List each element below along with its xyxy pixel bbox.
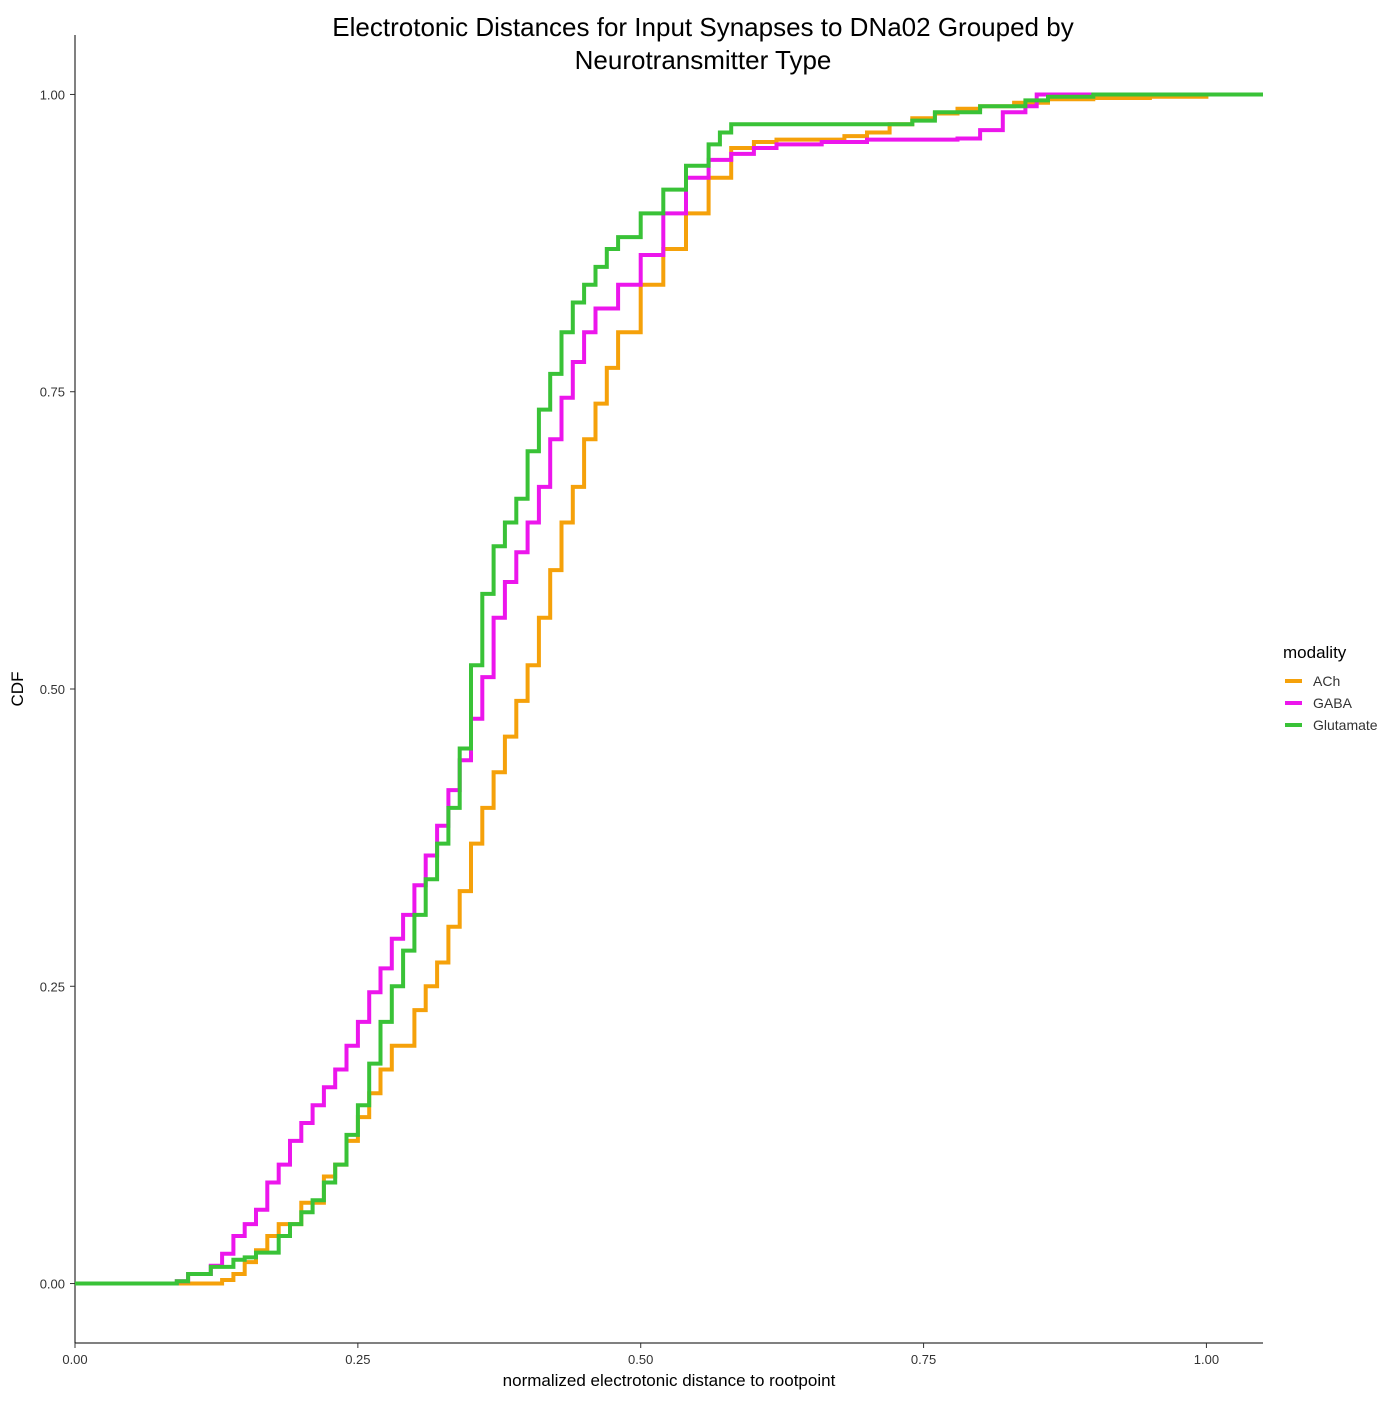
x-tick-label: 1.00: [1194, 1352, 1219, 1367]
legend-label-ach: ACh: [1313, 673, 1340, 689]
series-line-gaba: [125, 92, 1150, 1286]
legend-label-gaba: GABA: [1313, 695, 1353, 711]
y-tick-label: 1.00: [40, 87, 65, 102]
y-ticks: 0.00 0.25 0.50 0.75 1.00: [40, 87, 75, 1292]
series-lines: [75, 92, 1263, 1286]
x-tick-label: 0.50: [628, 1352, 653, 1367]
legend: modality ACh GABA Glutamate: [1283, 643, 1378, 733]
x-tick-label: 0.00: [62, 1352, 87, 1367]
series-line-glutamate: [75, 92, 1263, 1286]
chart-title-line-2: Neurotransmitter Type: [575, 45, 832, 75]
legend-title: modality: [1283, 643, 1347, 662]
axes: [74, 35, 1263, 1344]
chart-title: Electrotonic Distances for Input Synapse…: [332, 12, 1073, 75]
y-tick-label: 0.25: [40, 979, 65, 994]
series-line-ach: [75, 92, 1263, 1286]
x-tick-label: 0.25: [345, 1352, 370, 1367]
x-tick-label: 0.75: [911, 1352, 936, 1367]
chart-title-line-1: Electrotonic Distances for Input Synapse…: [332, 12, 1073, 42]
y-tick-label: 0.75: [40, 385, 65, 400]
x-axis-title: normalized electrotonic distance to root…: [503, 1371, 836, 1390]
legend-items: ACh GABA Glutamate: [1285, 673, 1378, 733]
legend-label-glutamate: Glutamate: [1313, 717, 1378, 733]
y-axis-title: CDF: [8, 672, 27, 707]
y-tick-label: 0.00: [40, 1277, 65, 1292]
x-ticks: 0.00 0.25 0.50 0.75 1.00: [62, 1343, 1219, 1367]
y-tick-label: 0.50: [40, 682, 65, 697]
